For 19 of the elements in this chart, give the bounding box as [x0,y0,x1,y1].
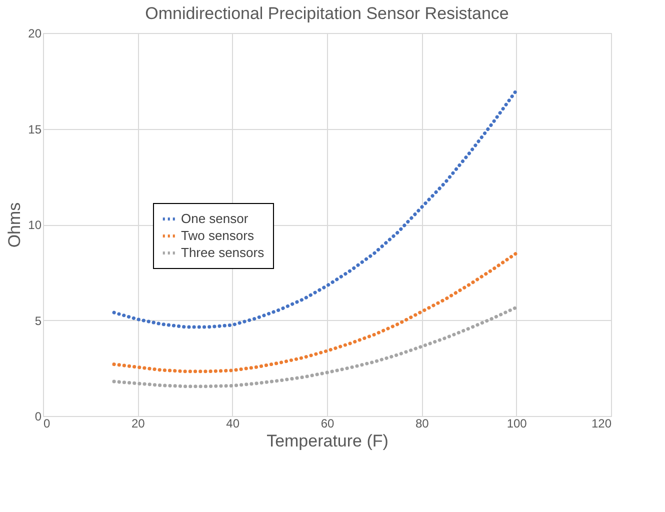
chart-title: Omnidirectional Precipitation Sensor Resistance [145,4,509,23]
y-tick-label: 10 [28,218,42,232]
y-axis-title: Ohms [5,202,24,248]
y-tick-label: 5 [34,314,42,328]
x-tick-label: 80 [415,416,430,430]
legend-label: One sensor [181,211,249,226]
x-tick-label: 40 [226,416,240,430]
x-tick-label: 120 [591,416,612,430]
legend-label: Three sensors [181,245,265,260]
y-tick-label: 20 [28,26,42,40]
line-series [112,306,518,388]
x-tick-label: 20 [131,416,146,430]
legend-label: Two sensors [181,228,254,243]
x-tick-label: 100 [506,416,528,430]
y-tick-label: 15 [28,122,42,136]
x-tick-label: 60 [320,416,334,430]
line-series [112,88,518,329]
x-axis-title: Temperature (F) [266,432,388,450]
x-tick-label: 0 [44,416,50,430]
